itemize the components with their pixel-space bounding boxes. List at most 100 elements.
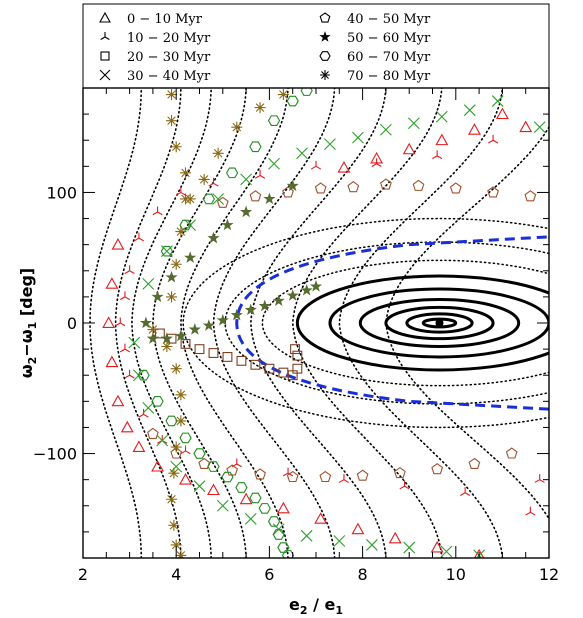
point-s8-24 xyxy=(254,102,266,114)
x-tick-label-6: 6 xyxy=(264,565,274,584)
point-s4-24 xyxy=(352,131,364,144)
point-s1-15 xyxy=(388,531,402,544)
outer-contour-5 xyxy=(180,88,289,558)
point-s6-15 xyxy=(151,290,164,303)
point-s6-22 xyxy=(286,179,299,192)
point-s4-6 xyxy=(193,480,206,493)
series-8 xyxy=(147,89,289,558)
point-s4-10 xyxy=(300,529,313,542)
point-s5-13 xyxy=(216,196,229,208)
point-s2-13 xyxy=(231,458,242,468)
point-s7-16 xyxy=(179,219,192,231)
point-s3-12 xyxy=(292,363,303,374)
point-s7-3 xyxy=(165,415,178,427)
legend-label-5: 40 − 50 Myr xyxy=(347,12,431,27)
libration-contour-2 xyxy=(405,312,474,334)
point-s2-22 xyxy=(488,134,499,144)
point-s2-18 xyxy=(371,158,382,167)
point-s4-2 xyxy=(133,369,145,382)
point-s3-9 xyxy=(264,363,275,374)
legend-marker-5 xyxy=(319,12,331,23)
point-s7-11 xyxy=(267,516,281,527)
point-s5-7 xyxy=(319,470,332,483)
point-s2-15 xyxy=(282,467,294,477)
point-s1-10 xyxy=(207,483,220,496)
legend-label-8: 70 − 80 Myr xyxy=(347,69,431,84)
series-6 xyxy=(139,179,323,344)
point-s6-16 xyxy=(165,270,178,283)
point-s2-4 xyxy=(124,265,135,275)
point-s7-19 xyxy=(249,141,262,153)
point-s3-14 xyxy=(290,344,300,355)
point-s5-3 xyxy=(198,457,211,469)
y-axis-title-omega1: ω xyxy=(17,329,36,343)
point-s1-6 xyxy=(120,420,134,433)
x-axis-title-sub1: 1 xyxy=(335,604,343,617)
point-s3-7 xyxy=(236,355,247,366)
point-s3-5 xyxy=(208,348,219,358)
point-s3-1 xyxy=(154,328,165,339)
legend-label-7: 60 − 70 Myr xyxy=(347,50,431,65)
legend-label-3: 20 − 30 Myr xyxy=(127,50,211,65)
point-s8-12 xyxy=(166,291,178,303)
x-axis-title: e2 / e1 xyxy=(289,595,343,617)
x-tick-label-10: 10 xyxy=(446,565,466,584)
point-s7-18 xyxy=(225,167,239,179)
point-s4-28 xyxy=(463,104,476,117)
point-s7-15 xyxy=(160,245,174,257)
point-s5-19 xyxy=(412,179,425,191)
point-s4-26 xyxy=(407,117,420,130)
libration-contour-7 xyxy=(261,259,549,387)
point-s1-17 xyxy=(473,548,485,558)
point-s5-20 xyxy=(449,182,462,194)
point-s8-16 xyxy=(180,167,192,179)
point-s4-11 xyxy=(333,535,346,547)
point-s4-23 xyxy=(324,138,336,151)
point-s1-3 xyxy=(105,355,119,368)
point-s5-21 xyxy=(487,186,499,198)
legend-marker-7 xyxy=(319,51,331,61)
point-s2-3 xyxy=(119,343,130,353)
point-s6-1 xyxy=(139,316,153,329)
point-s1-21 xyxy=(435,133,449,146)
libration-contour-3 xyxy=(384,305,495,341)
point-s1-5 xyxy=(111,394,125,407)
libration-contour-9 xyxy=(182,217,549,429)
point-s4-20 xyxy=(240,173,252,186)
point-s2-20 xyxy=(432,150,443,160)
outer-contour-8 xyxy=(291,88,443,558)
point-s2-8 xyxy=(152,206,163,216)
point-s5-12 xyxy=(505,447,518,459)
point-s2-6 xyxy=(133,232,144,242)
legend-label-1: 0 − 10 Myr xyxy=(127,12,203,27)
point-s7-13 xyxy=(277,542,290,553)
point-s1-22 xyxy=(402,142,416,155)
point-s7-7 xyxy=(221,471,234,483)
point-s5-15 xyxy=(282,186,294,198)
point-s6-17 xyxy=(184,251,197,263)
point-s3-3 xyxy=(180,338,191,349)
point-s4-22 xyxy=(296,147,308,160)
point-s1-18 xyxy=(519,120,533,133)
point-s4-25 xyxy=(380,123,392,136)
point-s6-19 xyxy=(221,218,234,231)
point-s4-12 xyxy=(366,539,378,551)
y-tick-label--100: −100 xyxy=(33,445,77,464)
point-s5-10 xyxy=(431,463,444,475)
point-s7-22 xyxy=(300,88,313,96)
point-s5-5 xyxy=(254,468,266,480)
point-s1-12 xyxy=(276,501,290,514)
series-5 xyxy=(147,178,537,483)
point-s5-8 xyxy=(356,469,369,481)
point-s3-4 xyxy=(194,344,205,355)
point-s4-8 xyxy=(244,512,257,525)
point-s8-20 xyxy=(184,193,196,205)
point-s7-17 xyxy=(202,193,215,205)
point-s2-14 xyxy=(255,169,266,179)
point-s8-10 xyxy=(170,539,182,551)
point-s8-6 xyxy=(170,441,182,453)
point-s6-3 xyxy=(160,332,173,344)
point-s1-9 xyxy=(179,473,192,485)
point-s6-4 xyxy=(174,329,187,342)
y-axis-title-unit: [deg] xyxy=(17,268,36,322)
